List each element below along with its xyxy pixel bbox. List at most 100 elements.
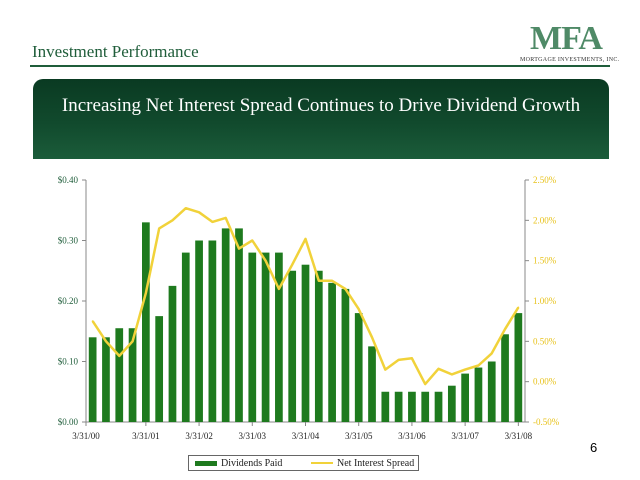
- right-tick-label: 1.00%: [533, 296, 557, 306]
- dividend-bar: [421, 391, 430, 422]
- banner-title: Increasing Net Interest Spread Continues…: [61, 95, 581, 116]
- dividend-bar: [368, 346, 376, 422]
- right-tick-label: -0.50%: [533, 417, 560, 427]
- x-tick-label: 3/31/06: [398, 431, 426, 441]
- right-tick-label: 1.50%: [533, 256, 557, 266]
- spread-point: [464, 368, 467, 371]
- dividend-bar: [195, 240, 203, 422]
- left-tick-label: $0.20: [58, 296, 79, 306]
- spread-point: [384, 368, 387, 371]
- right-tick-label: 2.50%: [533, 175, 557, 185]
- x-tick-label: 3/31/01: [132, 431, 160, 441]
- x-tick-label: 3/31/08: [505, 431, 533, 441]
- right-tick-label: 2.00%: [533, 215, 557, 225]
- spread-point: [331, 279, 334, 282]
- spread-point: [131, 340, 134, 343]
- dividend-bar: [288, 270, 297, 422]
- dividend-bar: [88, 337, 97, 422]
- page-number: 6: [590, 440, 598, 455]
- spread-point: [158, 227, 161, 230]
- spread-point: [144, 292, 147, 294]
- spread-point: [211, 221, 214, 223]
- spread-point: [105, 340, 107, 343]
- spread-point: [277, 288, 280, 290]
- spread-point: [291, 263, 294, 266]
- dividend-bar: [501, 334, 509, 422]
- spread-point: [397, 358, 400, 361]
- left-tick-label: $0.40: [58, 175, 79, 185]
- dividend-bar: [461, 373, 469, 422]
- dividend-bar: [128, 328, 137, 422]
- dividend-bar: [314, 270, 323, 422]
- legend-label-spread: Net Interest Spread: [337, 458, 415, 469]
- spread-point: [317, 279, 320, 282]
- dividend-bar: [394, 391, 403, 422]
- spread-point: [91, 320, 94, 323]
- header-divider: [30, 65, 610, 67]
- spread-point: [371, 336, 373, 339]
- right-tick-label: 0.00%: [533, 377, 557, 387]
- spread-point: [424, 383, 427, 385]
- dividend-bar: [221, 228, 230, 422]
- section-title: Investment Performance: [32, 42, 199, 61]
- right-tick-label: 0.50%: [533, 336, 557, 346]
- dividend-bar: [381, 391, 390, 422]
- logo-subtitle: MORTGAGE INVESTMENTS, INC.: [520, 57, 620, 63]
- spread-point: [504, 328, 506, 331]
- spread-point: [238, 247, 240, 250]
- legend-swatch-dividends: [195, 461, 217, 466]
- spread-point: [251, 239, 254, 242]
- x-tick-label: 3/31/05: [345, 431, 373, 441]
- left-axis-ticks: $0.00 $0.10 $0.20 $0.30 $0.40: [58, 175, 86, 427]
- left-tick-label: $0.10: [58, 357, 79, 367]
- dividend-bar: [341, 288, 350, 422]
- x-axis-ticks: 3/31/00 3/31/01 3/31/02 3/31/03 3/31/04 3/31/…: [72, 422, 533, 441]
- dividend-bar: [102, 337, 110, 422]
- spread-point: [411, 357, 413, 360]
- x-tick-label: 3/31/03: [239, 431, 267, 441]
- spread-point: [118, 354, 121, 357]
- dividend-bar: [168, 285, 177, 422]
- spread-point: [490, 352, 493, 355]
- logo-mark: MFA: [530, 20, 603, 57]
- dividend-bar: [208, 240, 217, 422]
- dividend-bar: [142, 222, 150, 422]
- x-tick-label: 3/31/02: [185, 431, 213, 441]
- x-tick-label: 3/31/00: [72, 431, 100, 441]
- spread-point: [171, 219, 174, 222]
- right-axis-ticks: -0.50% 0.00% 0.50% 1.00% 1.50% 2.00% 2.50%: [525, 175, 560, 427]
- dividend-bar: [408, 391, 416, 422]
- spread-point: [198, 211, 200, 214]
- spread-point: [450, 373, 453, 376]
- legend-swatch-spread: [311, 462, 333, 464]
- dividend-bar: [514, 313, 523, 422]
- spread-point: [477, 364, 480, 367]
- dividend-bar: [354, 313, 363, 422]
- company-logo: MFA MORTGAGE INVESTMENTS, INC.: [520, 20, 620, 64]
- dividend-bar: [181, 252, 190, 422]
- dividend-bar: [155, 316, 164, 422]
- dividend-bar: [434, 391, 443, 422]
- chart-legend: Dividends Paid Net Interest Spread: [188, 455, 419, 471]
- x-tick-label: 3/31/04: [292, 431, 320, 441]
- dividend-bars: [88, 222, 523, 422]
- dividend-bar: [447, 385, 456, 422]
- dividend-bar: [115, 328, 124, 422]
- left-tick-label: $0.00: [58, 417, 79, 427]
- left-tick-label: $0.30: [58, 236, 79, 246]
- dividend-bar: [474, 367, 483, 422]
- spread-point: [184, 207, 187, 210]
- spread-point: [344, 288, 347, 290]
- dividend-bar: [275, 252, 283, 422]
- dividend-bar: [301, 264, 310, 422]
- legend-label-dividends: Dividends Paid: [221, 458, 283, 469]
- spread-point: [304, 237, 307, 240]
- spread-line-layer: [91, 206, 520, 386]
- dividend-bar: [235, 228, 243, 422]
- dividend-bar: [248, 252, 257, 422]
- slide-banner: Increasing Net Interest Spread Continues…: [33, 79, 609, 159]
- dividend-bar: [261, 252, 270, 422]
- x-tick-label: 3/31/07: [451, 431, 479, 441]
- spread-point: [357, 308, 360, 310]
